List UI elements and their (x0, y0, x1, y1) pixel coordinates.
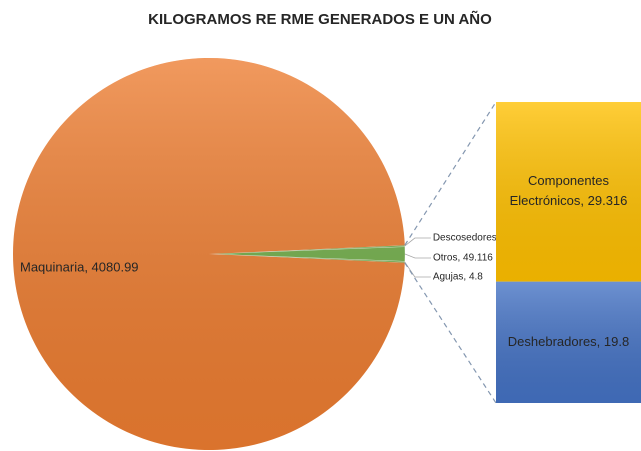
leader-line (404, 261, 431, 278)
connector-line (404, 262, 497, 404)
bar-label: Componentes Electrónicos, 29.316 (510, 173, 628, 208)
slice-label: Maquinaria, 4080.99 (20, 259, 139, 274)
leader-line (404, 253, 431, 259)
connector-line (404, 101, 497, 246)
bar-label: Deshebradores, 19.8 (508, 334, 629, 349)
slice-label: Descosedores, 5.1 (433, 233, 517, 244)
slice-label: Otros, 49.116 (433, 253, 493, 264)
bar-segment (496, 102, 641, 282)
slice-label: Agujas, 4.8 (433, 272, 483, 283)
chart-title: KILOGRAMOS RE RME GENERADOS E UN AÑO (148, 10, 492, 28)
leader-line (404, 237, 431, 247)
